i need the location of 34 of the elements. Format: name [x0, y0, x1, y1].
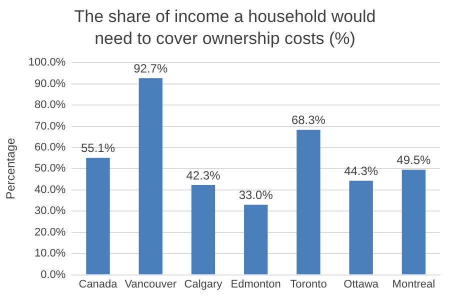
y-tick-label: 0.0%	[40, 268, 66, 281]
y-axis-title: Percentage	[4, 138, 18, 200]
x-tick-label: Ottawa	[344, 278, 380, 290]
bar	[402, 170, 426, 274]
x-tick-label: Vancouver	[124, 278, 177, 290]
data-label: 68.3%	[291, 113, 326, 128]
bar	[244, 204, 268, 274]
x-tick-label: Edmonton	[230, 278, 281, 290]
x-tick-label: Montreal	[392, 278, 436, 290]
y-tick-label: 90.0%	[34, 78, 66, 90]
y-tick-label: 40.0%	[34, 184, 66, 196]
y-tick-label: 50.0%	[34, 162, 66, 175]
y-tick-label: 60.0%	[34, 142, 66, 154]
bar	[191, 185, 216, 274]
data-label: 55.1%	[81, 141, 116, 156]
y-tick-label: 80.0%	[34, 99, 66, 112]
data-label: 44.3%	[344, 164, 378, 178]
data-label: 33.0%	[238, 188, 274, 202]
bar	[296, 130, 320, 274]
y-tick-label: 100.0%	[28, 56, 66, 69]
bar	[86, 158, 110, 274]
y-tick-label: 20.0%	[34, 226, 66, 238]
bar	[138, 78, 162, 274]
y-tick-label: 10.0%	[34, 248, 66, 260]
y-tick-label: 30.0%	[34, 205, 66, 218]
bar	[349, 180, 373, 274]
data-label: 49.5%	[396, 153, 432, 168]
chart-title: The share of income a household would need to cover ownership costs (%)	[73, 6, 377, 50]
x-tick-label: Toronto	[290, 278, 327, 290]
x-tick-label: Canada	[78, 278, 118, 290]
data-label: 42.3%	[186, 168, 221, 182]
x-tick-label: Calgary	[184, 278, 223, 290]
data-label: 92.7%	[134, 61, 168, 76]
y-tick-label: 70.0%	[34, 120, 66, 132]
